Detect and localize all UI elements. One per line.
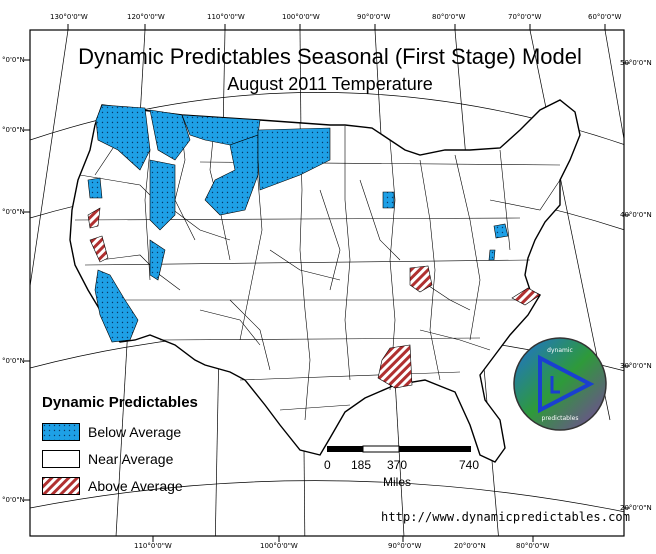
longitude-label-top: 130°0'0"W [50,13,88,21]
longitude-label-top: 60°0'0"W [588,13,622,21]
latitude-label-right: 40°0'0"N [620,211,652,219]
usa-map [69,99,581,463]
latitude-label-right: 30°0'0"N [620,362,652,370]
legend-item-above-average: Above Average [42,472,292,499]
latitude-label-left: °0'0"N [2,208,25,216]
website-url: http://www.dynamicpredictables.com [381,510,631,524]
latitude-label-right: 50°0'0"N [620,59,652,67]
legend-label: Near Average [88,450,174,467]
longitude-label-top: 80°0'0"W [432,13,466,21]
scale-tick-label: 370 [387,458,408,472]
map-subtitle: August 2011 Temperature [227,74,433,94]
latitude-label-left: °0'0"N [2,126,25,134]
scale-tick-label: 740 [459,458,480,472]
longitude-label-top: 120°0'0"W [127,13,165,21]
latitude-label-left: °0'0"N [2,357,25,365]
legend-label: Below Average [88,423,182,440]
scale-tick-label: 0 [324,458,331,472]
longitude-label-bottom: 110°0'0"W [134,542,172,550]
longitude-label-bottom: 100°0'0"W [260,542,298,550]
legend: Dynamic Predictables Below Average Near … [42,394,292,499]
climate-division-borders [74,114,561,421]
scale-tick-label: 185 [351,458,372,472]
latitude-label-left: °0'0"N [2,496,25,504]
legend-item-below-average: Below Average [42,418,292,445]
below-average-swatch [42,422,80,441]
scale-bar-graphic [327,445,471,453]
longitude-label-top: 110°0'0"W [207,13,245,21]
longitude-label-bottom: 80°0'0"W [516,542,550,550]
dynamic-predictables-logo: dynamic predictables [513,337,607,431]
logo-bottom-text: predictables [542,415,579,422]
longitude-label-top: 100°0'0"W [282,13,320,21]
legend-item-near-average: Near Average [42,445,292,472]
latitude-label-left: °0'0"N [2,56,25,64]
longitude-label-top: 70°0'0"W [508,13,542,21]
map-title: Dynamic Predictables Seasonal (First Sta… [78,44,582,69]
frame-ticks [24,24,630,542]
latitude-label-bottom: 20°0'0"N [454,542,486,550]
logo-top-text: dynamic [547,347,573,354]
legend-title: Dynamic Predictables [42,394,198,411]
above-average-regions [87,207,541,389]
usa-outline [69,99,581,463]
near-average-swatch [42,449,80,468]
longitude-label-bottom: 90°0'0"W [388,542,422,550]
legend-label: Above Average [88,477,183,494]
above-average-swatch [42,476,80,495]
scale-units: Miles [383,475,412,489]
latitude-label-right: 20°0'0"N [620,504,652,512]
longitude-label-top: 90°0'0"W [357,13,391,21]
below-average-regions [87,104,509,343]
